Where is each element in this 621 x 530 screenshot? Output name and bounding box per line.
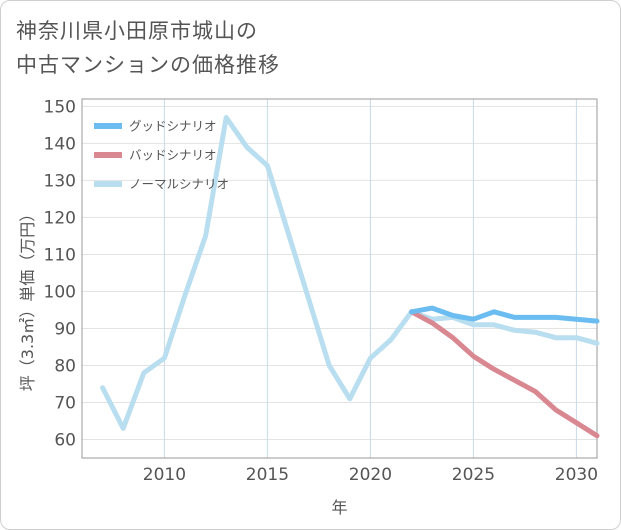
y-tick-label: 110 [44,245,76,265]
series-line-0 [409,305,600,324]
y-axis-label: 坪（3.3㎡）単価（万円） [18,206,37,391]
chart-title-line2: 中古マンションの価格推移 [16,53,280,77]
y-ticks: 60 70 80 90 100 110 120 130 140 150 [44,97,76,450]
series-line-2 [100,115,600,431]
series-lines [100,115,600,439]
x-ticks: 2010 2015 2020 2025 2030 [143,465,598,485]
legend-label: バッドシナリオ [129,148,217,163]
chart-title: 神奈川県小田原市城山の 中古マンションの価格推移 [16,14,280,82]
x-tick-label: 2015 [246,465,289,485]
legend-label: ノーマルシナリオ [129,177,229,192]
y-tick-label: 60 [54,430,76,450]
y-tick-label: 120 [44,208,76,228]
y-tick-label: 150 [44,97,76,117]
y-tick-label: 70 [54,393,76,413]
y-tick-label: 100 [44,282,76,302]
chart-title-line1: 神奈川県小田原市城山の [16,19,258,43]
y-tick-label: 90 [54,319,76,339]
x-tick-label: 2010 [143,465,186,485]
x-tick-label: 2030 [555,465,598,485]
plot-area [81,98,598,459]
legend-label: グッドシナリオ [129,119,217,134]
y-tick-label: 140 [44,134,76,154]
x-tick-label: 2020 [349,465,392,485]
series-line-1 [409,309,600,439]
y-tick-label: 130 [44,171,76,191]
x-tick-label: 2025 [452,465,495,485]
y-tick-label: 80 [54,356,76,376]
x-axis-label: 年 [331,498,347,517]
grid [82,99,597,458]
